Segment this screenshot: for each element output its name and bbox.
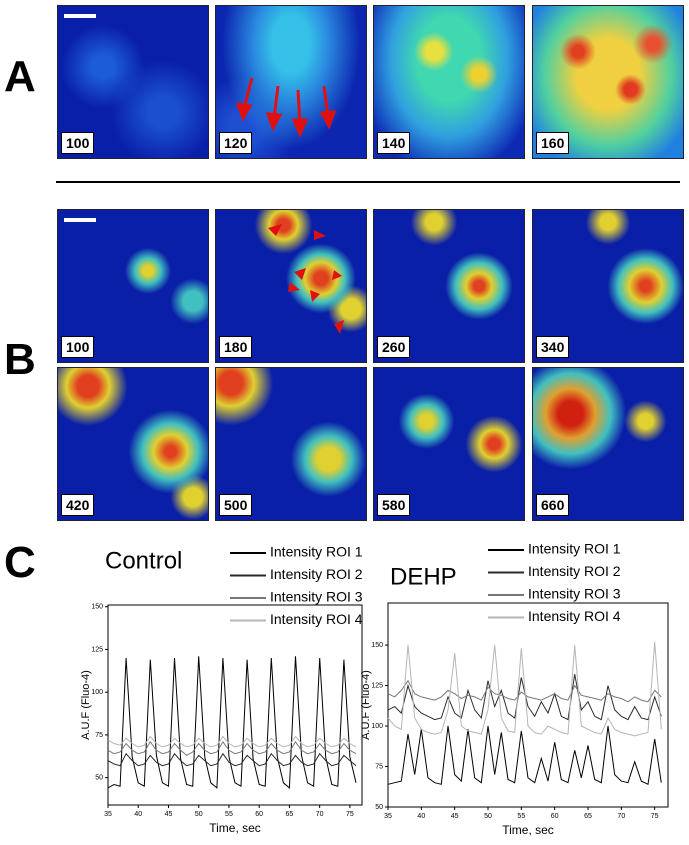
series-line xyxy=(387,641,662,737)
panel-label: A xyxy=(4,52,36,101)
image-frame: 420 xyxy=(57,367,209,521)
x-axis-label: Time, sec xyxy=(502,823,554,837)
series-line xyxy=(387,674,662,721)
y-tick-label: 50 xyxy=(95,774,103,781)
image-frame: 140 xyxy=(373,5,525,159)
plot-frame xyxy=(107,604,363,806)
image-frame: 260 xyxy=(373,209,525,363)
legend-label: Intensity ROI 2 xyxy=(528,563,621,579)
panel-label: C xyxy=(4,538,36,587)
frame-label: 660 xyxy=(536,494,570,516)
y-tick-label: 50 xyxy=(375,804,383,811)
y-tick-label: 75 xyxy=(95,732,103,739)
image-frame: 100 xyxy=(57,209,209,363)
series-line xyxy=(387,725,662,786)
x-tick-label: 45 xyxy=(165,811,173,818)
frame-label: 420 xyxy=(61,494,95,516)
panel-label: B xyxy=(4,335,36,384)
legend-label: Intensity ROI 2 xyxy=(270,566,363,582)
x-tick-label: 60 xyxy=(551,813,559,820)
arrows xyxy=(235,77,337,138)
x-tick-label: 50 xyxy=(484,813,492,820)
y-tick-label: 125 xyxy=(91,646,103,653)
scale-bar xyxy=(64,14,96,18)
x-tick-label: 70 xyxy=(617,813,625,820)
y-tick-label: 100 xyxy=(91,689,103,696)
y-axis-label: A.U.F (Fluo-4) xyxy=(360,670,372,740)
image-frame: 160 xyxy=(532,5,684,159)
x-tick-label: 35 xyxy=(104,811,112,818)
y-tick-label: 75 xyxy=(375,763,383,770)
x-tick-label: 65 xyxy=(286,811,294,818)
chart-title: Control xyxy=(105,547,182,574)
frame-label: 140 xyxy=(377,132,411,154)
x-tick-label: 40 xyxy=(134,811,142,818)
y-tick-label: 150 xyxy=(91,604,103,611)
y-tick-label: 100 xyxy=(371,723,383,730)
image-frame: 500 xyxy=(215,367,367,521)
frame-label: 120 xyxy=(219,132,253,154)
image-frame: 660 xyxy=(532,367,684,521)
series-line xyxy=(107,656,357,789)
frame-label: 180 xyxy=(219,336,253,358)
series-line xyxy=(107,735,357,748)
frame-label: 100 xyxy=(61,132,95,154)
frame-label: 340 xyxy=(536,336,570,358)
legend-label: Intensity ROI 3 xyxy=(528,586,621,602)
x-tick-label: 55 xyxy=(517,813,525,820)
x-tick-label: 75 xyxy=(651,813,659,820)
series-line xyxy=(107,752,357,767)
x-tick-label: 75 xyxy=(346,811,354,818)
plot-frame xyxy=(387,602,669,808)
frame-label: 260 xyxy=(377,336,411,358)
frame-label: 500 xyxy=(219,494,253,516)
image-frame: 120 xyxy=(215,5,367,159)
divider xyxy=(56,181,680,183)
y-tick-label: 150 xyxy=(371,642,383,649)
legend-label: Intensity ROI 3 xyxy=(270,589,363,605)
frame-label: 160 xyxy=(536,132,570,154)
image-frame: 580 xyxy=(373,367,525,521)
x-tick-label: 40 xyxy=(417,813,425,820)
legend-label: Intensity ROI 4 xyxy=(270,611,363,627)
x-tick-label: 35 xyxy=(384,813,392,820)
x-tick-label: 45 xyxy=(451,813,459,820)
x-tick-label: 60 xyxy=(255,811,263,818)
arrows xyxy=(268,224,344,334)
legend-label: Intensity ROI 1 xyxy=(528,541,621,557)
x-tick-label: 55 xyxy=(225,811,233,818)
x-tick-label: 50 xyxy=(195,811,203,818)
frame-label: 580 xyxy=(377,494,411,516)
scale-bar xyxy=(64,218,96,222)
series-line xyxy=(387,679,662,703)
x-tick-label: 70 xyxy=(316,811,324,818)
legend-label: Intensity ROI 4 xyxy=(528,608,621,624)
frame-label: 100 xyxy=(61,336,95,358)
image-frame: 100 xyxy=(57,5,209,159)
x-axis-label: Time, sec xyxy=(209,821,261,835)
y-axis-label: A.U.F (Fluo-4) xyxy=(80,670,92,740)
image-frame: 180 xyxy=(215,209,367,363)
y-tick-label: 125 xyxy=(371,682,383,689)
series-line xyxy=(107,740,357,757)
chart-title: DEHP xyxy=(390,563,457,590)
legend-label: Intensity ROI 1 xyxy=(270,544,363,560)
image-frame: 340 xyxy=(532,209,684,363)
x-tick-label: 65 xyxy=(584,813,592,820)
charts: Control 50 75 100 125 150 35 40 45 50 55 60 65 70 75 Ti… xyxy=(80,541,669,837)
